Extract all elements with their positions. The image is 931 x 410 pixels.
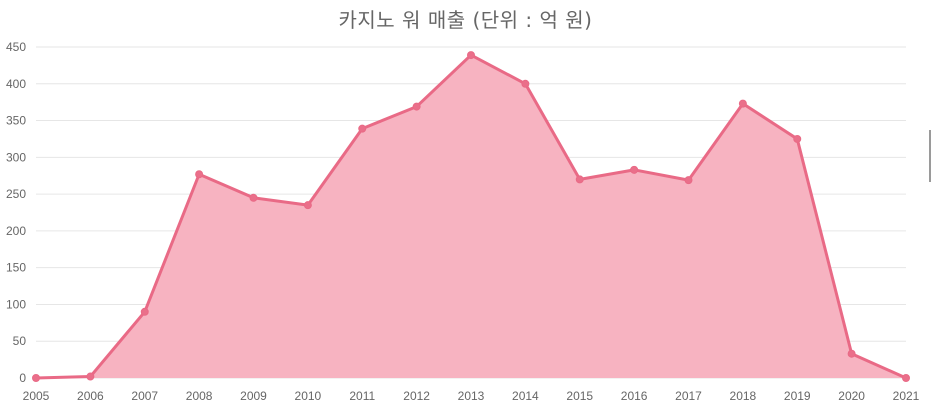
x-tick-label: 2020 <box>838 389 865 403</box>
y-tick-label: 150 <box>6 261 26 275</box>
data-point-2010[interactable] <box>303 201 312 210</box>
x-tick-label: 2014 <box>512 389 539 403</box>
x-tick-label: 2012 <box>403 389 430 403</box>
x-tick-label: 2007 <box>131 389 158 403</box>
y-tick-label: 450 <box>6 40 26 54</box>
y-tick-label: 0 <box>19 371 26 385</box>
data-point-2008[interactable] <box>195 170 204 179</box>
data-point-2013[interactable] <box>467 51 475 60</box>
y-axis-ticks: 0 50 100 150 200 250 300 350 400 450 <box>6 40 26 385</box>
chart-title: 카지노 워 매출 (단위 : 억 원) <box>338 8 593 32</box>
y-tick-label: 50 <box>13 334 27 348</box>
x-tick-label: 2006 <box>77 389 104 403</box>
data-point-2014[interactable] <box>521 79 530 88</box>
x-tick-label: 2011 <box>349 389 375 403</box>
x-tick-label: 2005 <box>23 389 50 403</box>
y-tick-label: 250 <box>6 187 26 201</box>
data-point-2015[interactable] <box>575 175 584 184</box>
y-tick-label: 350 <box>6 114 26 128</box>
area-layer <box>35 53 907 380</box>
x-axis-ticks: 2005 2006 2007 2008 2009 2010 2011 2012 2013 2014… <box>23 389 920 403</box>
area-fill <box>36 55 906 378</box>
x-tick-label: 2019 <box>784 389 811 403</box>
data-point-2012[interactable] <box>412 102 421 111</box>
x-tick-label: 2018 <box>730 389 757 403</box>
x-tick-label: 2008 <box>186 389 213 403</box>
data-point-2021[interactable] <box>902 374 910 382</box>
x-tick-label: 2021 <box>893 389 920 403</box>
data-point-2018[interactable] <box>738 99 747 108</box>
x-tick-label: 2013 <box>458 389 485 403</box>
y-tick-label: 100 <box>6 297 26 311</box>
data-point-2009[interactable] <box>249 193 258 202</box>
data-point-2019[interactable] <box>793 134 802 143</box>
y-tick-label: 400 <box>6 77 26 91</box>
x-tick-label: 2015 <box>566 389 593 403</box>
x-tick-label: 2016 <box>621 389 648 403</box>
x-tick-label: 2017 <box>675 389 702 403</box>
y-tick-label: 200 <box>6 224 26 238</box>
data-point-2020[interactable] <box>847 349 856 358</box>
data-point-2006[interactable] <box>86 372 95 381</box>
data-point-2017[interactable] <box>684 176 693 185</box>
x-tick-label: 2009 <box>240 389 267 403</box>
data-point-2011[interactable] <box>358 124 367 133</box>
y-tick-label: 300 <box>6 150 26 164</box>
data-point-2007[interactable] <box>140 307 149 316</box>
data-point-2016[interactable] <box>630 165 639 174</box>
x-tick-label: 2010 <box>295 389 322 403</box>
scroll-edge <box>929 130 931 182</box>
data-points <box>32 51 910 382</box>
data-point-2005[interactable] <box>32 374 40 382</box>
